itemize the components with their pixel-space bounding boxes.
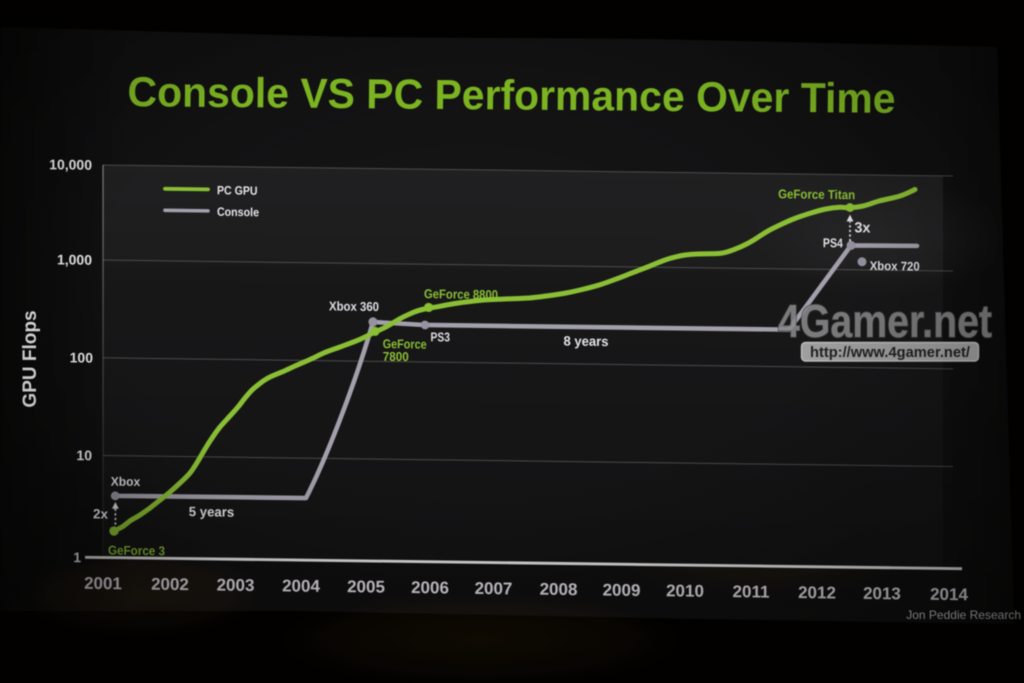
svg-text:PC GPU: PC GPU (217, 183, 258, 198)
svg-text:7800: 7800 (383, 349, 409, 364)
svg-text:GeForce Titan: GeForce Titan (778, 186, 855, 202)
svg-text:8 years: 8 years (564, 333, 609, 349)
svg-text:2005: 2005 (347, 577, 385, 596)
svg-text:1,000: 1,000 (57, 251, 92, 267)
svg-text:PS3: PS3 (431, 329, 451, 344)
svg-text:1: 1 (73, 549, 81, 565)
svg-text:PS4: PS4 (823, 235, 844, 250)
svg-text:100: 100 (70, 349, 94, 365)
svg-text:Console VS PC Performance Over: Console VS PC Performance Over Time (127, 68, 895, 122)
svg-text:Xbox 720: Xbox 720 (870, 259, 920, 274)
svg-text:2012: 2012 (798, 583, 836, 602)
svg-text:Xbox 360: Xbox 360 (329, 298, 379, 314)
svg-text:2002: 2002 (151, 575, 189, 594)
svg-text:Console: Console (217, 205, 259, 220)
svg-text:10,000: 10,000 (49, 156, 92, 173)
svg-text:GPU Flops: GPU Flops (20, 310, 41, 407)
svg-text:2004: 2004 (282, 576, 320, 595)
svg-text:2009: 2009 (603, 580, 641, 599)
svg-text:2011: 2011 (733, 582, 770, 601)
svg-text:Xbox: Xbox (111, 475, 141, 489)
svg-text:2013: 2013 (863, 584, 901, 603)
svg-text:2x: 2x (93, 506, 109, 521)
svg-text:3x: 3x (854, 220, 870, 236)
svg-text:2003: 2003 (217, 575, 255, 594)
svg-text:2014: 2014 (930, 585, 968, 604)
svg-text:5 years: 5 years (189, 504, 235, 520)
svg-text:GeForce 3: GeForce 3 (108, 543, 165, 559)
svg-text:GeForce 8800: GeForce 8800 (424, 286, 498, 302)
svg-text:2010: 2010 (666, 581, 704, 600)
svg-text:http://www.4gamer.net/: http://www.4gamer.net/ (810, 345, 970, 361)
svg-text:10: 10 (76, 447, 92, 463)
svg-text:2001: 2001 (84, 574, 122, 593)
svg-text:4Gamer.net: 4Gamer.net (778, 295, 992, 347)
svg-text:2007: 2007 (475, 579, 513, 598)
svg-text:2008: 2008 (540, 580, 578, 599)
svg-text:Jon Peddie Research: Jon Peddie Research (906, 608, 1021, 622)
svg-text:2006: 2006 (411, 578, 449, 597)
